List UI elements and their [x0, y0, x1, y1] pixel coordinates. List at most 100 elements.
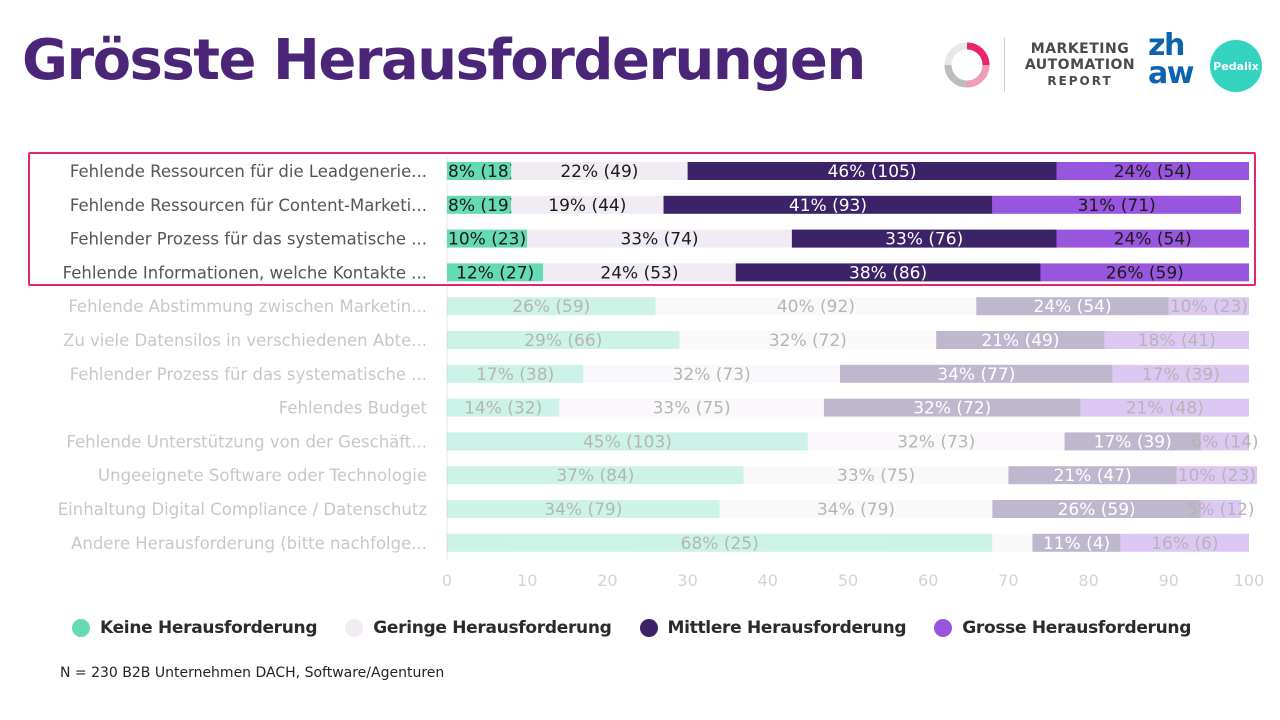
data-label-grosse: 24% (54) [1114, 162, 1192, 182]
bar-segment-geringe [992, 533, 1033, 552]
x-tick-label: 0 [442, 571, 452, 590]
category-label: Fehlende Unterstützung von der Geschäft.… [66, 432, 427, 451]
bar-segment-keine [447, 432, 808, 451]
legend-item-grosse: Grosse Herausforderung [934, 618, 1191, 638]
category-label: Fehlende Ressourcen für Content-Marketi.… [70, 196, 427, 215]
data-label-geringe: 24% (53) [600, 263, 678, 283]
data-label-keine: 45% (103) [583, 432, 672, 452]
data-label-keine: 10% (23) [448, 230, 526, 250]
pedalix-logo: Pedalix [1210, 40, 1262, 92]
bar-segment-geringe [583, 364, 840, 383]
bar-row: Fehlende Ressourcen für die Leadgenerie.… [70, 162, 1249, 182]
legend-label-geringe: Geringe Herausforderung [373, 618, 612, 638]
bar-segment-grosse [1080, 398, 1249, 417]
highlight-frame [28, 152, 1256, 286]
x-tick-label: 60 [918, 571, 938, 590]
category-label: Zu viele Datensilos in verschiedenen Abt… [63, 331, 427, 350]
bar-segment-mittlere [735, 263, 1041, 282]
data-label-mittlere: 11% (4) [1043, 534, 1110, 554]
data-label-keine: 17% (38) [476, 365, 554, 385]
data-label-grosse: 16% (6) [1151, 534, 1218, 554]
bar-segment-keine [447, 331, 680, 349]
data-label-mittlere: 21% (47) [1054, 466, 1132, 486]
zhaw-logo-line1: zh [1148, 28, 1185, 63]
data-label-keine: 29% (66) [524, 331, 602, 351]
bar-segment-geringe [655, 297, 977, 316]
bar-segment-keine [447, 195, 512, 214]
zhaw-logo-line2: aw [1148, 56, 1194, 91]
x-tick-label: 20 [597, 571, 617, 590]
bar-segment-geringe [543, 263, 736, 282]
report-logo-line2: AUTOMATION [1024, 57, 1136, 73]
bar-segment-keine [447, 500, 720, 518]
data-label-mittlere: 21% (49) [981, 331, 1059, 351]
data-label-keine: 26% (59) [512, 297, 590, 317]
bar-segment-mittlere [936, 331, 1105, 349]
bar-segment-grosse [1056, 162, 1249, 180]
data-label-grosse: 21% (48) [1126, 399, 1204, 419]
data-label-keine: 34% (79) [544, 500, 622, 520]
data-label-geringe: 32% (73) [673, 365, 751, 385]
bar-segment-grosse [1056, 229, 1249, 248]
data-label-geringe: 19% (44) [548, 196, 626, 216]
bar-row: Zu viele Datensilos in verschiedenen Abt… [63, 331, 1249, 351]
bar-segment-geringe [527, 229, 792, 248]
report-logo-line3: REPORT [1047, 74, 1113, 88]
report-logo-line1: MARKETING [1030, 41, 1130, 57]
data-label-mittlere: 46% (105) [828, 162, 917, 182]
bar-segment-keine [447, 229, 528, 248]
legend-item-keine: Keine Herausforderung [72, 618, 318, 638]
bar-segment-geringe [559, 398, 824, 417]
report-ring-logo [944, 42, 990, 88]
bar-segment-grosse [1120, 533, 1249, 552]
data-label-geringe: 34% (79) [817, 500, 895, 520]
bar-segment-mittlere [1032, 533, 1121, 552]
bar-segment-geringe [743, 466, 1009, 485]
category-label: Fehlende Informationen, welche Kontakte … [63, 263, 427, 282]
data-label-grosse: 10% (23) [1178, 466, 1256, 486]
chart-legend: Keine Herausforderung Geringe Herausford… [72, 614, 1219, 642]
category-label: Fehlender Prozess für das systematische … [70, 365, 427, 384]
legend-item-geringe: Geringe Herausforderung [345, 618, 612, 638]
data-label-geringe: 32% (73) [897, 432, 975, 452]
bar-segment-grosse [1168, 297, 1249, 316]
category-label: Ungeeignete Software oder Technologie [98, 466, 427, 485]
bar-segment-grosse [1200, 500, 1241, 518]
data-label-keine: 12% (27) [456, 263, 534, 283]
bar-segment-grosse [1112, 364, 1249, 383]
bar-segment-mittlere [839, 364, 1113, 383]
marketing-automation-report-logo: MARKETING AUTOMATION REPORT [1016, 41, 1144, 89]
x-tick-label: 100 [1234, 571, 1265, 590]
footnote: N = 230 B2B Unternehmen DACH, Software/A… [60, 665, 445, 681]
data-label-grosse: 10% (23) [1170, 297, 1248, 317]
data-label-geringe: 33% (75) [837, 466, 915, 486]
bar-segment-keine [447, 398, 560, 417]
legend-label-grosse: Grosse Herausforderung [962, 618, 1192, 638]
bar-segment-mittlere [1008, 466, 1177, 485]
bar-row: Fehlende Informationen, welche Kontakte … [63, 263, 1249, 283]
data-label-grosse: 18% (41) [1138, 331, 1216, 351]
data-label-geringe: 32% (72) [769, 331, 847, 351]
data-label-grosse: 6% (14) [1191, 432, 1258, 452]
bar-segment-mittlere [1064, 432, 1201, 451]
bar-segment-grosse [992, 195, 1241, 214]
bar-segment-keine [447, 162, 512, 180]
category-label: Andere Herausforderung (bitte nachfolge.… [71, 534, 427, 553]
bar-segment-keine [447, 466, 744, 485]
data-label-grosse: 17% (39) [1142, 365, 1220, 385]
bar-row: Fehlender Prozess für das systematische … [70, 229, 1249, 250]
bar-row: Fehlende Unterstützung von der Geschäft.… [66, 432, 1259, 452]
bar-segment-grosse [1176, 466, 1258, 485]
bar-segment-keine [447, 297, 656, 316]
stacked-bar-chart: Fehlende Ressourcen für die Leadgenerie.… [58, 157, 1265, 590]
data-label-mittlere: 33% (76) [885, 230, 963, 250]
category-label: Fehlende Abstimmung zwischen Marketin... [68, 297, 427, 316]
data-label-mittlere: 26% (59) [1058, 500, 1136, 520]
bar-segment-mittlere [663, 195, 993, 214]
legend-dot-keine [72, 619, 90, 637]
bar-segment-grosse [1104, 331, 1249, 349]
bar-segment-mittlere [976, 297, 1169, 316]
x-tick-label: 90 [1159, 571, 1179, 590]
legend-dot-mittlere [639, 619, 658, 637]
data-label-grosse: 31% (71) [1078, 196, 1156, 216]
